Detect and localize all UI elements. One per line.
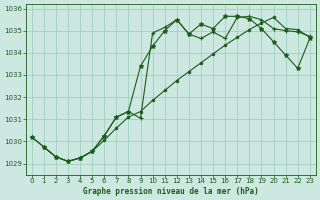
X-axis label: Graphe pression niveau de la mer (hPa): Graphe pression niveau de la mer (hPa) bbox=[83, 187, 259, 196]
